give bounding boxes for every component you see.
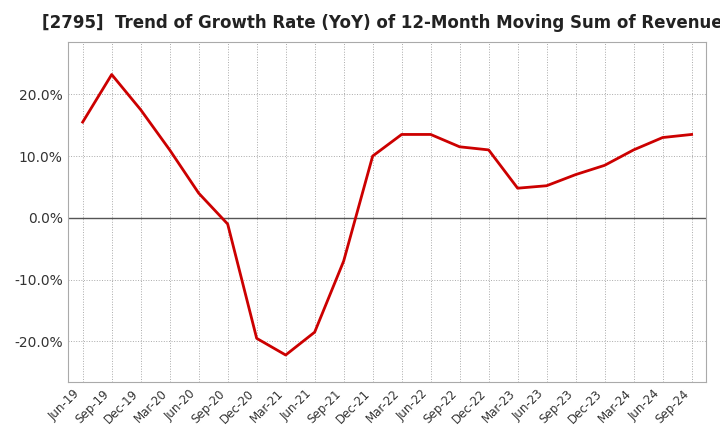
Title: [2795]  Trend of Growth Rate (YoY) of 12-Month Moving Sum of Revenues: [2795] Trend of Growth Rate (YoY) of 12-…: [42, 14, 720, 32]
